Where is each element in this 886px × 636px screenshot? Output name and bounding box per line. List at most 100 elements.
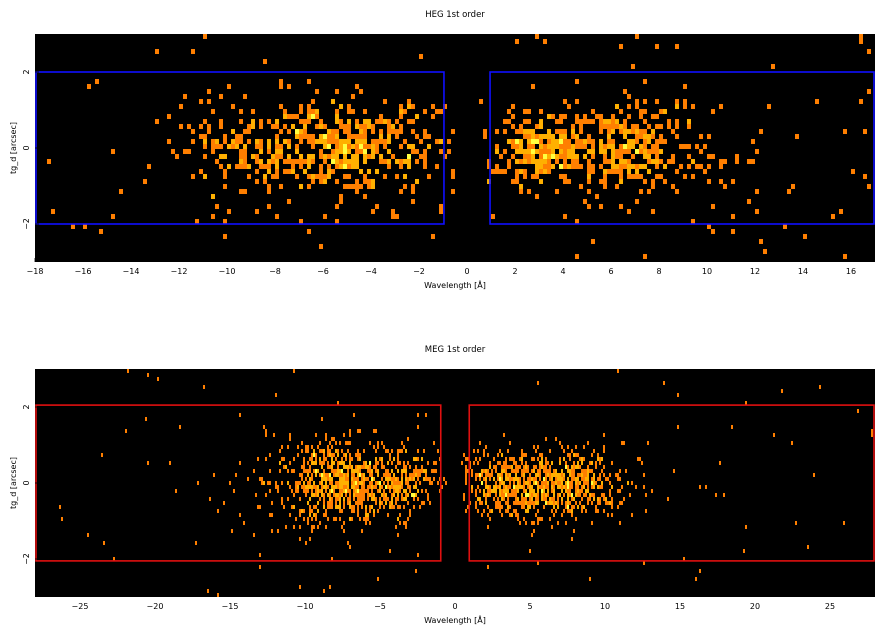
heg-count-cell: [311, 174, 315, 179]
heg-count-cell: [295, 144, 299, 149]
heg-count-cell: [583, 154, 587, 159]
meg-count-cell: [319, 457, 321, 461]
meg-count-cell: [667, 497, 669, 501]
heg-count-cell: [295, 134, 299, 139]
meg-count-cell: [605, 497, 607, 501]
heg-count-cell: [619, 204, 623, 209]
heg-count-cell: [283, 109, 287, 114]
meg-count-cell: [339, 481, 341, 485]
meg-count-cell: [351, 477, 353, 481]
meg-count-cell: [575, 477, 577, 481]
meg-count-cell: [289, 461, 291, 465]
heg-count-cell: [211, 149, 215, 154]
heg-count-cell: [555, 129, 559, 134]
meg-count-cell: [537, 517, 539, 521]
meg-count-cell: [361, 497, 363, 501]
meg-count-cell: [413, 485, 415, 489]
meg-count-cell: [341, 461, 343, 465]
meg-x-tick-label: −15: [222, 602, 239, 611]
heg-count-cell: [311, 109, 315, 114]
meg-count-cell: [331, 461, 333, 465]
heg-count-cell: [843, 129, 847, 134]
meg-count-cell: [507, 509, 509, 513]
heg-count-cell: [223, 174, 227, 179]
heg-count-cell: [707, 179, 711, 184]
meg-count-cell: [291, 489, 293, 493]
heg-count-cell: [599, 164, 603, 169]
meg-count-cell: [511, 489, 513, 493]
heg-count-cell: [655, 154, 659, 159]
heg-count-cell: [291, 164, 295, 169]
meg-count-cell: [677, 393, 679, 397]
meg-count-cell: [743, 549, 745, 553]
heg-count-cell: [423, 109, 427, 114]
heg-count-cell: [519, 129, 523, 134]
meg-count-cell: [567, 509, 569, 513]
heg-count-cell: [627, 94, 631, 99]
meg-count-cell: [619, 501, 621, 505]
meg-count-cell: [315, 489, 317, 493]
heg-count-cell: [631, 124, 635, 129]
meg-count-cell: [369, 465, 371, 469]
meg-count-cell: [509, 505, 511, 509]
meg-count-cell: [525, 481, 527, 485]
heg-count-cell: [367, 169, 371, 174]
meg-count-cell: [243, 521, 245, 525]
heg-count-cell: [611, 154, 615, 159]
heg-count-cell: [279, 154, 283, 159]
heg-x-tick-label: −18: [27, 267, 44, 276]
heg-x-tick-label: 16: [846, 267, 856, 276]
heg-count-cell: [359, 124, 363, 129]
heg-count-cell: [275, 154, 279, 159]
meg-count-cell: [621, 485, 623, 489]
heg-count-cell: [783, 224, 787, 229]
heg-count-cell: [563, 139, 567, 144]
meg-count-cell: [585, 481, 587, 485]
meg-count-cell: [517, 489, 519, 493]
meg-count-cell: [405, 489, 407, 493]
meg-count-cell: [311, 517, 313, 521]
meg-count-cell: [295, 517, 297, 521]
heg-count-cell: [335, 164, 339, 169]
heg-count-cell: [647, 189, 651, 194]
meg-count-cell: [269, 469, 271, 473]
heg-count-cell: [635, 129, 639, 134]
meg-count-cell: [571, 513, 573, 517]
heg-count-cell: [407, 164, 411, 169]
heg-x-tick-label: −14: [123, 267, 140, 276]
meg-count-cell: [351, 509, 353, 513]
heg-count-cell: [603, 149, 607, 154]
meg-count-cell: [317, 485, 319, 489]
heg-count-cell: [287, 114, 291, 119]
meg-count-cell: [415, 473, 417, 477]
heg-count-cell: [335, 219, 339, 224]
meg-count-cell: [271, 529, 273, 533]
heg-count-cell: [259, 144, 263, 149]
meg-count-cell: [395, 525, 397, 529]
heg-count-cell: [551, 164, 555, 169]
meg-count-cell: [565, 461, 567, 465]
heg-count-cell: [655, 139, 659, 144]
heg-count-cell: [559, 114, 563, 119]
heg-count-cell: [407, 154, 411, 159]
heg-count-cell: [307, 79, 311, 84]
heg-count-cell: [299, 164, 303, 169]
meg-count-cell: [423, 469, 425, 473]
heg-count-cell: [547, 139, 551, 144]
heg-count-cell: [867, 89, 871, 94]
meg-count-cell: [359, 481, 361, 485]
heg-count-cell: [619, 179, 623, 184]
heg-count-cell: [391, 129, 395, 134]
meg-count-cell: [511, 493, 513, 497]
heg-count-cell: [867, 49, 871, 54]
meg-count-cell: [265, 429, 267, 433]
heg-count-cell: [675, 189, 679, 194]
meg-count-cell: [547, 501, 549, 505]
meg-count-cell: [589, 469, 591, 473]
meg-count-cell: [373, 493, 375, 497]
meg-count-cell: [583, 485, 585, 489]
heg-count-cell: [531, 154, 535, 159]
meg-count-cell: [321, 449, 323, 453]
heg-count-cell: [283, 169, 287, 174]
heg-count-cell: [735, 159, 739, 164]
